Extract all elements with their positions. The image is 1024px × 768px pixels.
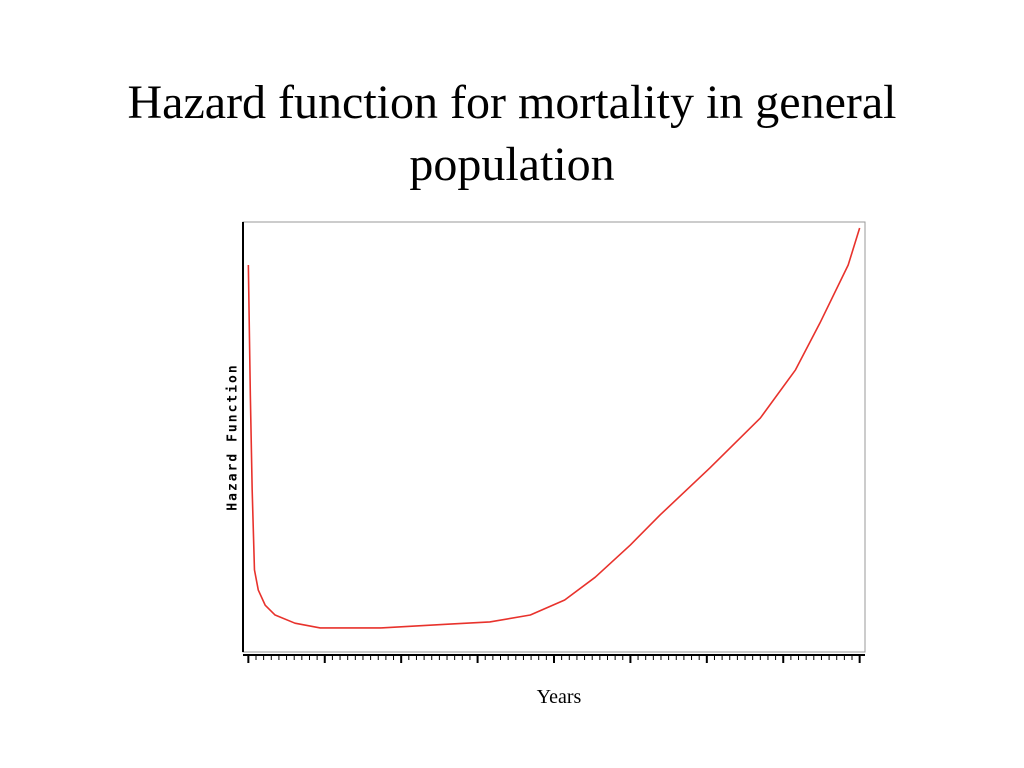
y-axis-label: Hazard Function — [226, 363, 241, 510]
slide-title: Hazard function for mortality in general… — [127, 76, 897, 191]
plot-frame — [242, 221, 866, 653]
x-axis-label: Years — [537, 686, 582, 708]
hazard-line — [247, 227, 861, 629]
